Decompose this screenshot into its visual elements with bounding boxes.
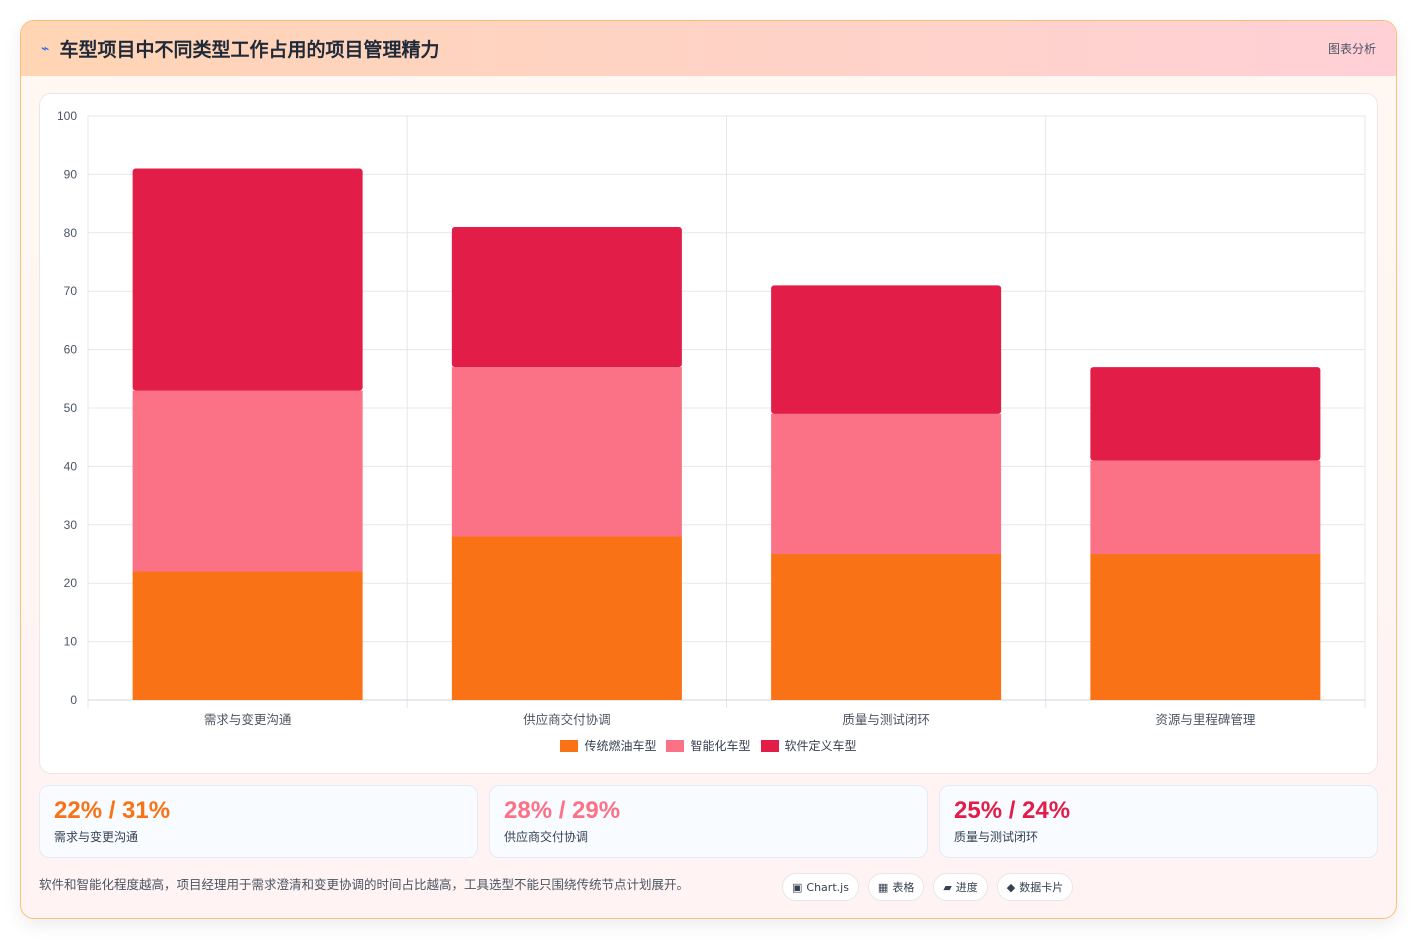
stat-label: 供应商交付协调 — [504, 830, 589, 844]
y-tick-label: 70 — [64, 284, 78, 298]
y-tick-label: 60 — [64, 343, 78, 357]
bolt-icon: ⌁ — [41, 40, 50, 57]
feature-chip[interactable]: ▰ 进度 — [933, 873, 988, 901]
y-tick-label: 50 — [64, 401, 78, 415]
stat-value: 28% / 29% — [504, 797, 621, 824]
stat-card: 28% / 29% 供应商交付协调 — [489, 785, 928, 858]
chip-label: Chart.js — [806, 880, 849, 894]
feature-chip[interactable]: ▦ 表格 — [867, 873, 925, 901]
x-tick-label: 资源与里程碑管理 — [1155, 712, 1256, 727]
legend-item[interactable]: 软件定义车型 — [760, 737, 857, 754]
y-tick-label: 10 — [64, 635, 78, 649]
stat-cards: 22% / 31% 需求与变更沟通 28% / 29% 供应商交付协调 25% / 24… — [39, 785, 1378, 858]
y-tick-label: 0 — [70, 693, 77, 707]
bar-segment — [132, 390, 363, 572]
chart-legend: 传统燃油车型 智能化车型 软件定义车型 — [40, 737, 1377, 754]
bar-segment — [771, 285, 1002, 414]
bar-segment — [771, 413, 1002, 554]
legend-item[interactable]: 智能化车型 — [666, 737, 751, 754]
y-tick-label: 80 — [64, 226, 78, 240]
stacked-bar-chart: 0 10 20 30 40 50 60 70 80 90 100 需求与变更沟通 供应商交付协调 质量与测… — [57, 109, 1366, 727]
bar-segment — [1090, 460, 1321, 554]
y-tick-label: 30 — [64, 518, 78, 532]
x-tick-label: 质量与测试闭环 — [842, 712, 930, 727]
bar-segment — [1090, 367, 1321, 461]
chip-icon: ◆ — [1006, 880, 1016, 894]
card-header: ⌁ 车型项目中不同类型工作占用的项目管理精力 图表分析 — [21, 21, 1396, 76]
chip-label: 数据卡片 — [1019, 881, 1064, 894]
legend-label: 智能化车型 — [690, 739, 751, 753]
chip-label: 表格 — [892, 881, 915, 894]
x-tick-label: 需求与变更沟通 — [204, 712, 292, 727]
x-tick-label: 供应商交付协调 — [523, 712, 611, 727]
stat-value: 25% / 24% — [954, 797, 1071, 824]
stat-label: 质量与测试闭环 — [954, 830, 1039, 844]
bar-segment — [771, 554, 1002, 700]
legend-swatch — [666, 739, 685, 752]
legend-label: 软件定义车型 — [784, 739, 857, 753]
bar-segment — [451, 536, 682, 700]
legend-item[interactable]: 传统燃油车型 — [560, 737, 656, 754]
bar-segment — [451, 226, 682, 368]
bar-segment — [451, 367, 682, 537]
feature-chip[interactable]: ◆ 数据卡片 — [996, 873, 1074, 901]
chip-icon: ▦ — [877, 880, 889, 894]
chip-label: 进度 — [955, 881, 978, 894]
legend-swatch — [560, 739, 579, 752]
y-tick-label: 20 — [64, 576, 78, 590]
y-tick-label: 100 — [57, 109, 77, 123]
chart-analysis-tag: 图表分析 — [1327, 42, 1376, 56]
chart-card: ⌁ 车型项目中不同类型工作占用的项目管理精力 图表分析 0 10 20 30 40 50 6… — [20, 20, 1397, 919]
bar-segment — [132, 571, 363, 700]
chip-icon: ▰ — [943, 880, 952, 894]
bar-segment — [132, 168, 363, 391]
stat-card: 25% / 24% 质量与测试闭环 — [939, 785, 1378, 858]
stat-label: 需求与变更沟通 — [54, 830, 139, 844]
legend-swatch — [760, 739, 779, 752]
feature-chip[interactable]: ▣ Chart.js — [782, 873, 859, 901]
stat-value: 22% / 31% — [54, 797, 171, 824]
legend-label: 传统燃油车型 — [584, 739, 657, 753]
summary-text: 软件和智能化程度越高，项目经理用于需求澄清和变更协调的时间占比越高，工具选型不能… — [39, 877, 690, 892]
y-tick-label: 40 — [64, 459, 78, 473]
stat-card: 22% / 31% 需求与变更沟通 — [39, 785, 478, 858]
page-title: 车型项目中不同类型工作占用的项目管理精力 — [59, 39, 440, 61]
chip-icon: ▣ — [792, 880, 803, 894]
chart-container: 0 10 20 30 40 50 60 70 80 90 100 需求与变更沟通 供应商交付协调 质量与测… — [39, 93, 1378, 774]
feature-chips: ▣ Chart.js ▦ 表格 ▰ 进度 ◆ 数据卡片 — [782, 873, 1074, 901]
bar-segment — [1090, 554, 1321, 700]
y-tick-label: 90 — [64, 167, 78, 181]
